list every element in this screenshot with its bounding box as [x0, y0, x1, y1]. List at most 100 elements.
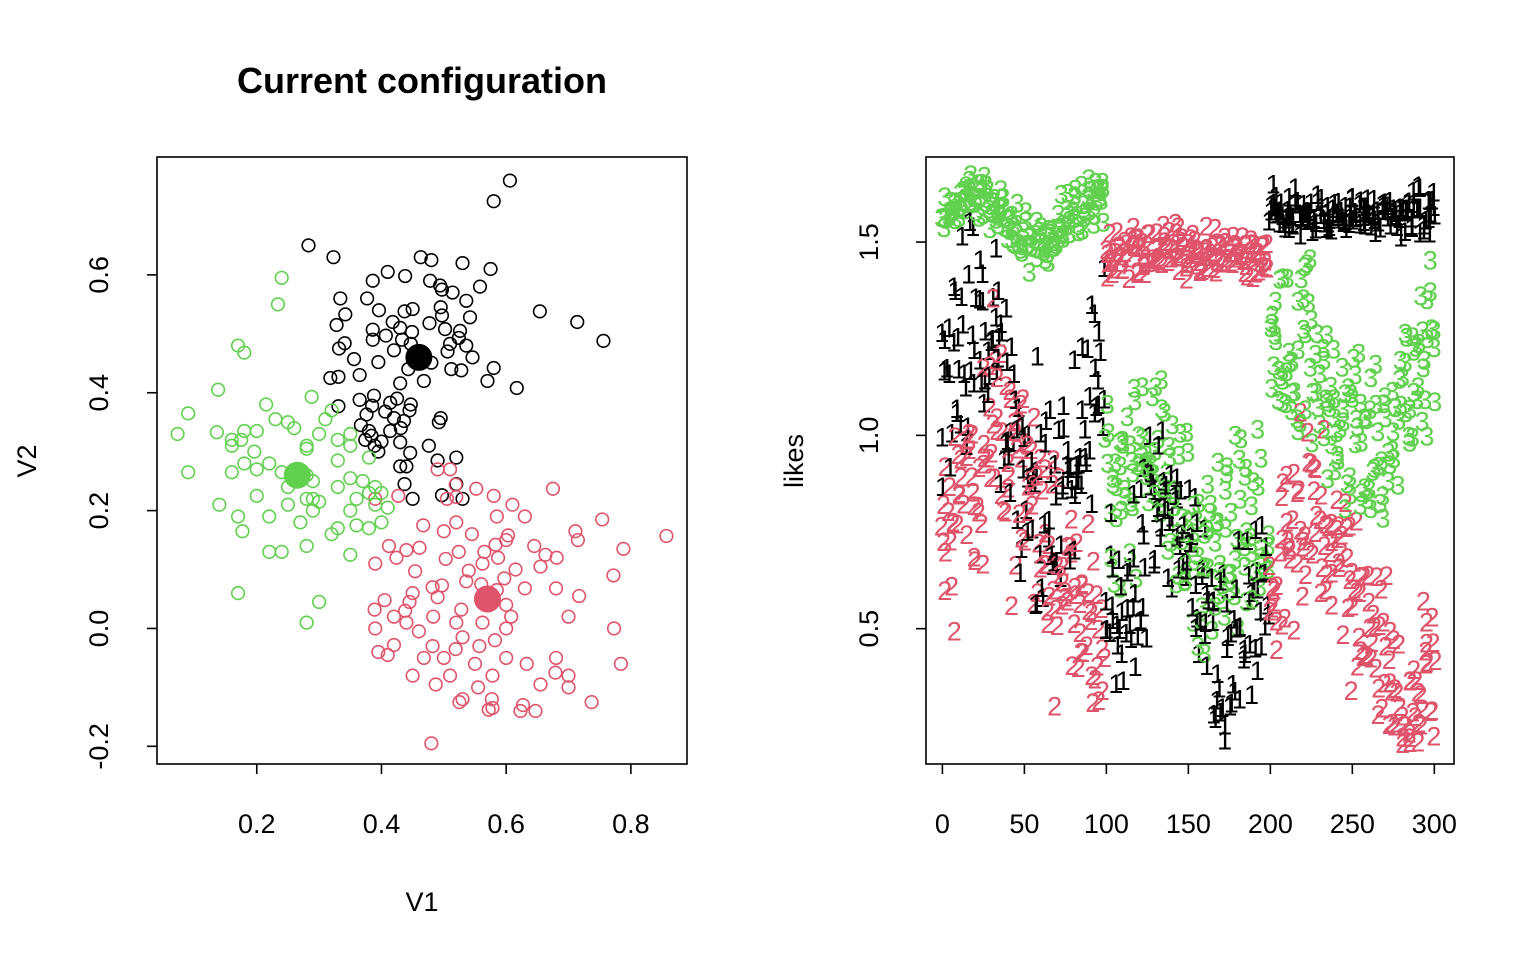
cluster-1-label-mark: 1 [1270, 199, 1285, 229]
cluster-3-label-mark: 3 [1040, 221, 1055, 251]
cluster-2-label-mark: 2 [1040, 609, 1055, 639]
cluster-3-label-mark: 3 [1363, 494, 1378, 524]
cluster-2-label-mark: 2 [1356, 561, 1371, 591]
cluster-1-label-mark: 1 [1232, 612, 1247, 642]
cluster-1-point [365, 273, 380, 288]
cluster-1-label-mark: 1 [1352, 189, 1367, 219]
cluster-2-label-mark: 2 [947, 422, 962, 452]
cluster-3-label-mark: 3 [1249, 557, 1264, 587]
cluster-1-label-mark: 1 [1355, 202, 1370, 232]
cluster-3-label-mark: 3 [1153, 498, 1168, 528]
cluster-2-label-mark: 2 [1319, 560, 1334, 590]
cluster-1-point [433, 300, 448, 315]
cluster-3-point [374, 515, 389, 530]
cluster-2-label-mark: 2 [1275, 468, 1290, 498]
cluster-3-label-mark: 3 [1284, 378, 1299, 408]
cluster-3-point [170, 426, 185, 442]
cluster-3-label-mark: 3 [1062, 205, 1077, 235]
cluster-2-label-mark: 2 [1112, 231, 1127, 261]
cluster-3-label-mark: 3 [1161, 432, 1176, 462]
cluster-2-label-mark: 2 [1024, 465, 1039, 495]
cluster-1-label-mark: 1 [1123, 624, 1138, 654]
cluster-3-label-mark: 3 [1341, 373, 1356, 403]
cluster-3-label-mark: 3 [993, 193, 1008, 223]
cluster-3-label-mark: 3 [1115, 430, 1130, 460]
cluster-3-label-mark: 3 [1287, 377, 1302, 407]
cluster-3-label-mark: 3 [1173, 418, 1188, 448]
cluster-3-point [211, 382, 226, 397]
cluster-2-point [430, 462, 445, 477]
cluster-2-label-mark: 2 [1275, 524, 1290, 554]
cluster-3-point [280, 497, 296, 512]
cluster-1-label-mark: 1 [1308, 215, 1323, 245]
cluster-1-label-mark: 1 [1133, 607, 1148, 637]
cluster-2-label-mark: 2 [1367, 612, 1382, 642]
cluster-3-label-mark: 3 [1220, 452, 1235, 482]
cluster-2-label-mark: 2 [1142, 219, 1157, 249]
plot1-x-label: V1 [405, 887, 438, 917]
cluster-1-label-mark: 1 [1188, 613, 1203, 643]
cluster-2-label-mark: 2 [1046, 575, 1061, 605]
cluster-2-label-mark: 2 [1219, 248, 1234, 278]
cluster-1-label-mark: 1 [1126, 479, 1141, 509]
cluster-1-label-mark: 1 [1397, 217, 1412, 247]
cluster-2-point [485, 668, 500, 683]
cluster-3-point [270, 297, 286, 312]
cluster-2-label-mark: 2 [1427, 646, 1442, 676]
cluster-2-point [490, 550, 506, 565]
cluster-3-label-mark: 3 [1368, 389, 1383, 419]
cluster-3-label-mark: 3 [1055, 220, 1070, 250]
cluster-3-label-mark: 3 [1211, 580, 1226, 610]
cluster-2-label-mark: 2 [1139, 230, 1154, 260]
cluster-3-label-mark: 3 [1412, 328, 1427, 358]
cluster-1-label-mark: 1 [1363, 211, 1378, 241]
cluster-1-label-mark: 1 [1109, 610, 1124, 640]
cluster-3-label-mark: 3 [1106, 464, 1121, 494]
cluster-2-label-mark: 2 [970, 491, 985, 521]
cluster-3-label-mark: 3 [971, 203, 986, 233]
cluster-2-label-mark: 2 [1134, 227, 1149, 257]
cluster-3-label-mark: 3 [1095, 167, 1110, 197]
cluster-3-label-mark: 3 [1103, 543, 1118, 573]
cluster-3-label-mark: 3 [1219, 459, 1234, 489]
cluster-3-label-mark: 3 [1346, 343, 1361, 373]
cluster-2-label-mark: 2 [1258, 253, 1273, 283]
cluster-1-label-mark: 1 [1119, 558, 1134, 588]
cluster-2-label-mark: 2 [1410, 727, 1425, 757]
cluster-2-label-mark: 2 [1286, 616, 1301, 646]
cluster-1-label-mark: 1 [1242, 630, 1257, 660]
cluster-3-label-mark: 3 [1189, 505, 1204, 535]
plot2-x-tick-label: 100 [1084, 809, 1129, 839]
cluster-2-label-mark: 2 [1231, 243, 1246, 273]
cluster-1-label-mark: 1 [1158, 471, 1173, 501]
cluster-2-label-mark: 2 [1372, 611, 1387, 641]
cluster-2-label-mark: 2 [1153, 232, 1168, 262]
cluster-2-point [467, 656, 483, 671]
cluster-2-point [399, 615, 414, 630]
plot1-y-tick-label: -0.2 [84, 723, 114, 770]
cluster-3-label-mark: 3 [998, 213, 1013, 243]
cluster-2-label-mark: 2 [1174, 223, 1189, 253]
cluster-1-label-mark: 1 [1091, 390, 1106, 420]
cluster-2-point [486, 488, 501, 503]
cluster-2-label-mark: 2 [1291, 475, 1306, 505]
cluster-1-label-mark: 1 [1261, 206, 1276, 236]
cluster-2-label-mark: 2 [1178, 249, 1193, 279]
cluster-3-label-mark: 3 [964, 188, 979, 218]
cluster-2-label-mark: 2 [1315, 553, 1330, 583]
cluster-2-label-mark: 2 [1379, 561, 1394, 591]
cluster-1-label-mark: 1 [1273, 188, 1288, 218]
cluster-1-label-mark: 1 [1299, 197, 1314, 227]
cluster-3-label-mark: 3 [1409, 385, 1424, 415]
cluster-3-point [268, 412, 283, 427]
cluster-3-label-mark: 3 [986, 187, 1001, 217]
cluster-2-label-mark: 2 [1217, 223, 1232, 253]
cluster-1-label-mark: 1 [1388, 201, 1403, 231]
cluster-3-point [330, 432, 345, 447]
cluster-1-label-mark: 1 [1135, 508, 1150, 538]
cluster-2-label-mark: 2 [1050, 611, 1065, 641]
cluster-2-label-mark: 2 [1353, 636, 1368, 666]
cluster-1-label-mark: 1 [1143, 456, 1158, 486]
cluster-2-point [408, 564, 423, 579]
cluster-1-label-mark: 1 [1110, 630, 1125, 660]
